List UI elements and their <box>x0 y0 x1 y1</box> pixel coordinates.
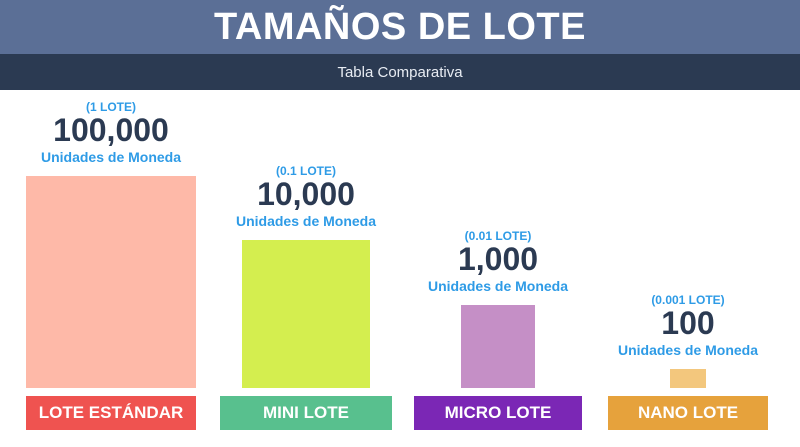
mini-lot-button[interactable]: MINI LOTE <box>220 396 392 430</box>
nano-lot-button[interactable]: NANO LOTE <box>608 396 768 430</box>
units-caption: Unidades de Moneda <box>427 277 569 294</box>
units-value-label: 100 <box>661 305 715 341</box>
units-caption: Unidades de Moneda <box>617 342 759 358</box>
units-value-label: 10,000 <box>257 176 355 213</box>
units-caption: Unidades de Moneda <box>40 149 182 165</box>
lot-column-standard: (1 LOTE) 100,000 Unidades de Moneda <box>26 0 196 447</box>
subtitle-banner: Tabla Comparativa <box>0 54 800 90</box>
lot-fraction-label: (1 LOTE) <box>86 100 136 114</box>
standard-lot-button[interactable]: LOTE ESTÁNDAR <box>26 396 196 430</box>
lot-fraction-label: (0.1 LOTE) <box>275 164 336 179</box>
bar-micro-lot <box>461 304 535 388</box>
lot-fraction-label: (0.001 LOTE) <box>651 293 725 307</box>
page-title: TAMAÑOS DE LOTE <box>213 5 586 48</box>
units-value-label: 1,000 <box>457 240 539 277</box>
bar-nano-lot <box>669 369 707 388</box>
title-banner: TAMAÑOS DE LOTE <box>0 0 800 54</box>
bar-mini-lot <box>242 240 370 388</box>
lot-column-micro: (0.01 LOTE) 1,000 Unidades de Moneda <box>414 0 582 447</box>
bar-standard-lot <box>26 176 196 388</box>
lot-fraction-label: (0.01 LOTE) <box>464 228 532 243</box>
units-value-label: 100,000 <box>53 112 169 148</box>
lot-column-nano: (0.001 LOTE) 100 Unidades de Moneda <box>608 0 768 447</box>
page-subtitle: Tabla Comparativa <box>337 63 463 81</box>
lot-column-mini: (0.1 LOTE) 10,000 Unidades de Moneda <box>220 0 392 447</box>
units-caption: Unidades de Moneda <box>235 213 377 230</box>
micro-lot-button[interactable]: MICRO LOTE <box>414 396 582 430</box>
